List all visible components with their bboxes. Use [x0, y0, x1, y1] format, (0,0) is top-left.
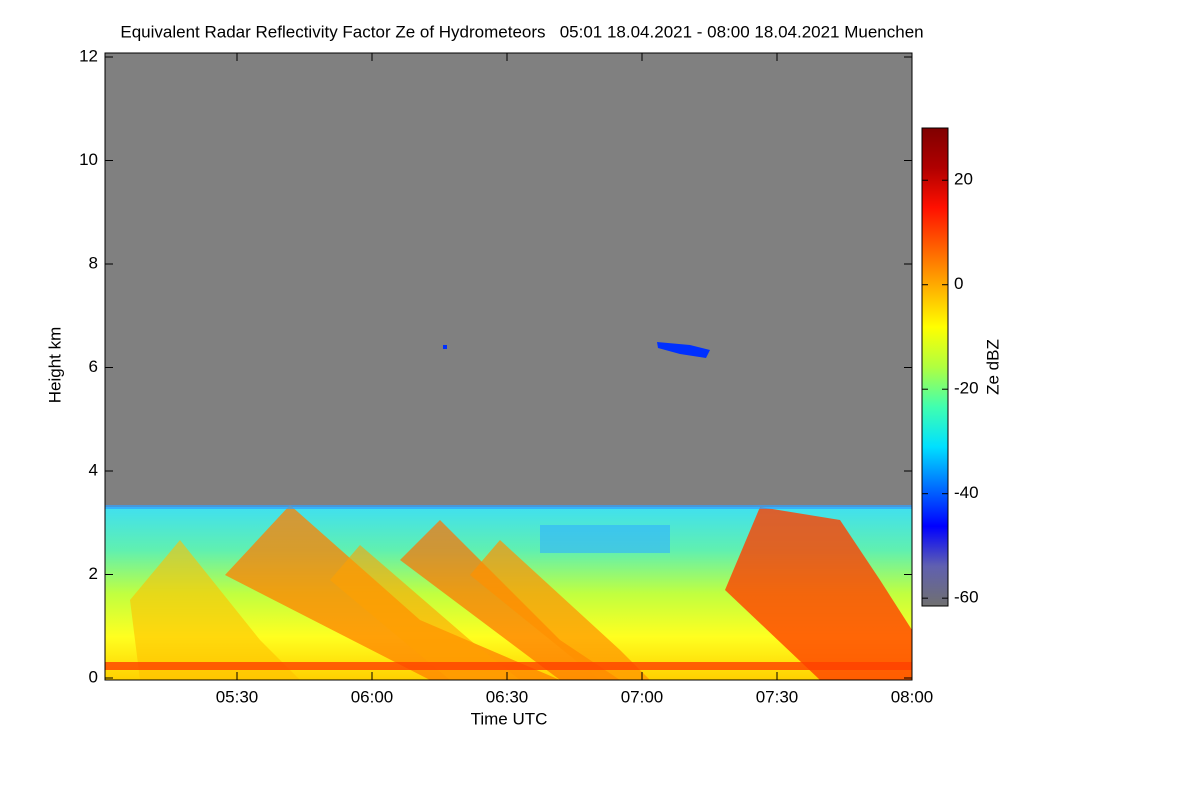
x-tick-label: 08:00 — [891, 687, 934, 706]
colorbar-tick-label: -60 — [954, 588, 979, 607]
x-tick-label: 06:00 — [351, 687, 394, 706]
colorbar-tick-label: -20 — [954, 379, 979, 398]
y-axis-label: Height km — [45, 327, 64, 404]
y-tick-label: 12 — [79, 46, 98, 65]
colorbar-tick-label: 20 — [954, 170, 973, 189]
plot-frame — [104, 52, 913, 681]
y-tick-label: 10 — [79, 150, 98, 169]
y-tick-label: 2 — [89, 564, 98, 583]
y-tick-label: 0 — [89, 667, 98, 686]
radar-field — [105, 53, 912, 680]
y-tick-label: 8 — [89, 253, 98, 272]
colorbar-tick-label: 0 — [954, 274, 963, 293]
x-tick-label: 06:30 — [486, 687, 529, 706]
x-tick-label: 07:00 — [621, 687, 664, 706]
x-tick-label: 07:30 — [756, 687, 799, 706]
colorbar-tick-label: -40 — [954, 483, 979, 502]
x-tick-label: 05:30 — [216, 687, 259, 706]
x-axis-label: Time UTC — [471, 709, 548, 728]
colorbar-label: Ze dBZ — [983, 339, 1002, 395]
colorbar — [921, 127, 949, 607]
y-tick-label: 4 — [89, 460, 98, 479]
y-tick-label: 6 — [89, 357, 98, 376]
chart-title: Equivalent Radar Reflectivity Factor Ze … — [120, 22, 923, 41]
